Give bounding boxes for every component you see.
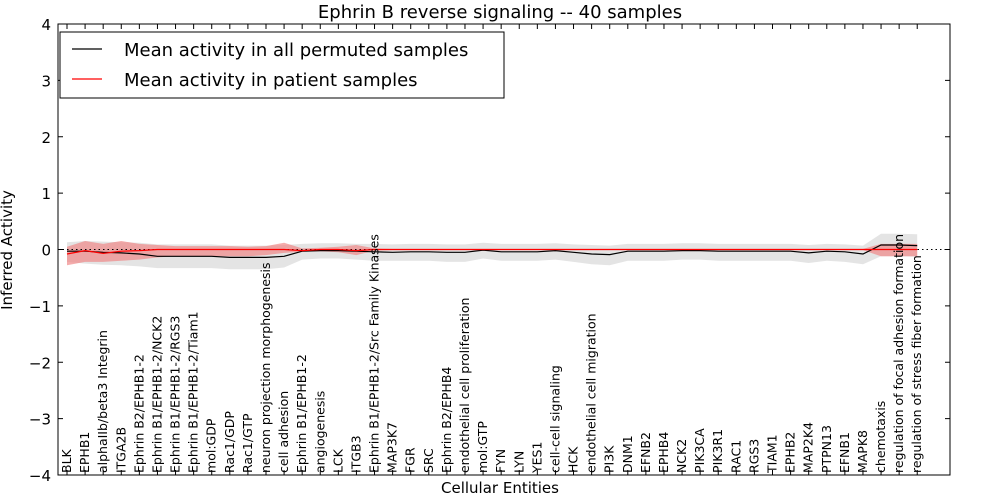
y-tick-label: 2 [41,129,51,147]
series-band-1 [67,241,918,266]
x-tick-label: HCK [566,446,581,473]
x-tick-label: RGS3 [746,439,761,473]
x-tick-label: EPHB2 [783,432,798,473]
y-tick-label: 3 [41,72,51,90]
legend-label-patient: Mean activity in patient samples [124,70,418,91]
x-tick-label: MAP3K7 [385,422,400,473]
x-tick-label: cell-cell signaling [547,365,562,473]
x-tick-label: PIK3R1 [710,429,725,473]
x-tick-label: Rac1/GDP [222,411,237,473]
x-tick-label: Ephrin B1/EPHB1-2/Src Family Kinases [367,234,382,473]
x-tick-label: EFNB2 [638,432,653,473]
y-tick-label: 4 [41,16,51,34]
x-tick-label: EPHB4 [656,432,671,473]
x-tick-label: Ephrin B1/EPHB1-2/RGS3 [168,316,183,473]
x-tick-label: DNM1 [620,435,635,473]
plot-area-frame [57,23,951,476]
legend-frame [59,31,505,99]
x-tick-label: FGR [403,447,418,473]
x-tick-label: Ephrin B1/EPHB1-2 [294,354,309,473]
x-tick-label: alphaIIb/beta3 Integrin [95,330,110,473]
legend-label-permuted: Mean activity in all permuted samples [124,40,468,61]
y-tick-label: 1 [41,185,51,203]
y-tick-label: −1 [29,298,51,316]
x-tick-label: PI3K [602,445,617,473]
x-tick-label: Ephrin B2/EPHB1-2 [131,354,146,473]
x-tick-label: neuron projection morphogenesis [258,262,273,473]
y-tick-label: −3 [29,411,51,429]
y-tick-label: −4 [29,467,51,485]
x-tick-label: ITGB3 [348,435,363,473]
series-line-1 [66,248,918,255]
x-tick-label: mol:GDP [204,418,219,473]
x-tick-label: MAP2K4 [801,422,816,473]
x-tick-label: PTPN13 [819,425,834,473]
x-tick-label: endothelial cell migration [584,313,599,473]
x-tick-label: TIAM1 [765,434,780,474]
x-tick-label: chemotaxis [873,401,888,473]
x-tick-label: Ephrin B1/EPHB1-2/Tiam1 [186,311,201,473]
y-axis-label: Inferred Activity [0,190,16,310]
x-axis-label: Cellular Entities [441,479,559,497]
x-tick-label: regulation of stress fiber formation [909,255,924,473]
x-tick-label: SRC [421,448,436,473]
x-tick-label: MAPK8 [855,430,870,473]
x-tick-label: PIK3CA [692,428,707,473]
x-tick-label: cell adhesion [276,391,291,473]
y-tick-label: 0 [41,242,51,260]
x-tick-label: angiogenesis [312,391,327,473]
x-tick-label: NCK2 [674,439,689,473]
x-tick-label: FYN [493,449,508,473]
legend: Mean activity in all permuted samples Me… [59,31,505,99]
x-tick-label: EFNB1 [837,432,852,473]
x-tick-label: EPHB1 [77,432,92,473]
x-tick-label: RAC1 [728,440,743,473]
x-tick-label: regulation of focal adhesion formation [891,234,906,473]
y-tick-label: −2 [29,354,51,372]
x-tick-label: endothelial cell proliferation [457,298,472,473]
x-tick-label: Ephrin B2/EPHB4 [439,367,454,473]
x-tick-label: BLK [59,448,74,473]
x-tick-label: LYN [511,451,526,473]
x-tick-label: YES1 [529,442,544,474]
x-tick-label: Rac1/GTP [240,413,255,473]
x-tick-label: LCK [330,448,345,473]
x-tick-label: Ephrin B1/EPHB1-2/NCK2 [149,316,164,473]
series-line-0 [67,244,918,258]
chart-title: Ephrin B reverse signaling -- 40 samples [318,2,682,23]
x-tick-label: mol:GTP [475,421,490,473]
x-tick-label: ITGA2B [113,427,128,473]
